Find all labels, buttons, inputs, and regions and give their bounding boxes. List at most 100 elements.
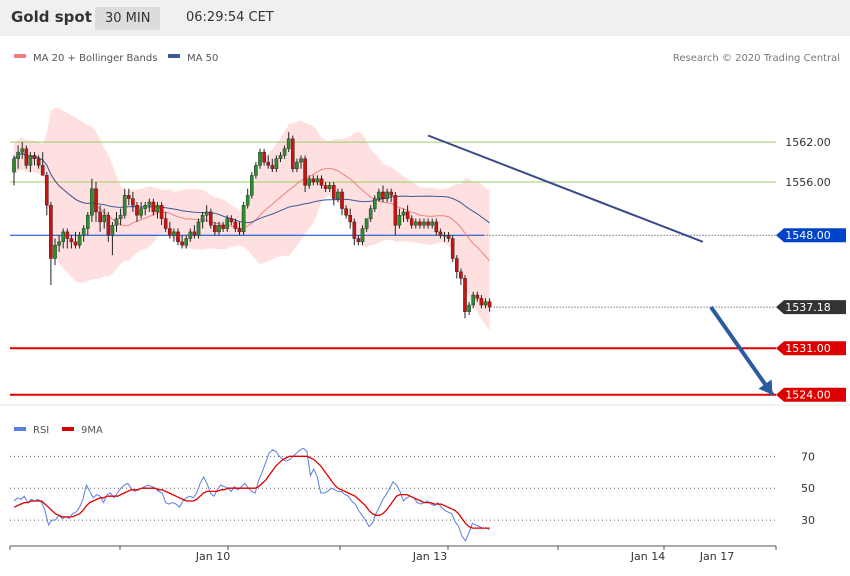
clock: 06:29:54 CET bbox=[186, 10, 274, 25]
rsi-legend: RSI 9MA bbox=[14, 425, 103, 436]
candle-body bbox=[471, 294, 476, 306]
annotation-layer bbox=[427, 134, 775, 396]
candle-body bbox=[225, 218, 230, 229]
candle bbox=[323, 182, 328, 192]
candle-body bbox=[401, 211, 406, 216]
price-tag-box bbox=[776, 341, 846, 356]
rsi-legend-swatch bbox=[14, 427, 26, 431]
candle-body bbox=[467, 304, 471, 312]
candle-body bbox=[442, 235, 447, 237]
candle-body bbox=[483, 301, 488, 306]
candle bbox=[147, 198, 152, 212]
candle-body bbox=[65, 231, 70, 239]
candle bbox=[65, 228, 70, 249]
candle bbox=[53, 238, 57, 266]
candle-body bbox=[163, 218, 168, 229]
candle-body bbox=[299, 158, 303, 163]
candle bbox=[180, 235, 184, 249]
candle bbox=[254, 162, 258, 179]
price-tag-label: 1562.00 bbox=[785, 136, 831, 149]
candle bbox=[291, 135, 295, 173]
candle bbox=[422, 218, 426, 229]
rsi-tick-label: 30 bbox=[801, 514, 815, 527]
candle-body bbox=[40, 165, 45, 176]
candle-body bbox=[98, 211, 102, 223]
candle bbox=[192, 225, 197, 239]
candle-body bbox=[422, 221, 426, 226]
header-bar: Gold spot 30 MIN 06:29:54 CET bbox=[0, 0, 850, 36]
candle bbox=[217, 221, 221, 236]
candle bbox=[381, 185, 385, 202]
candle bbox=[368, 205, 373, 222]
ma9-line bbox=[13, 455, 490, 529]
rsi-panel: 30 50 70 bbox=[10, 447, 815, 542]
price-legend: MA 20 + Bollinger Bands MA 50 Research ©… bbox=[14, 53, 840, 64]
candle bbox=[28, 152, 33, 173]
candle-body bbox=[381, 191, 385, 199]
candle-body bbox=[200, 215, 205, 223]
candle-body bbox=[360, 228, 365, 243]
candle-body bbox=[131, 198, 135, 206]
candle-body bbox=[172, 231, 176, 236]
candle-body bbox=[192, 231, 197, 236]
candle bbox=[69, 235, 74, 249]
candle-body bbox=[94, 188, 98, 213]
candle-body bbox=[208, 211, 213, 226]
candle bbox=[40, 152, 45, 176]
bearish-trendline bbox=[427, 134, 704, 243]
candle bbox=[196, 218, 201, 239]
candle-body bbox=[348, 215, 353, 223]
candle-body bbox=[188, 231, 193, 239]
time-axis: Jan 10 Jan 13 Jan 14 Jan 17 bbox=[9, 545, 777, 563]
candle bbox=[188, 228, 193, 242]
price-tag-box bbox=[776, 228, 846, 243]
candle-body bbox=[28, 155, 33, 166]
candle bbox=[266, 155, 271, 169]
candle bbox=[389, 188, 394, 202]
candle bbox=[94, 182, 98, 222]
price-tag-label: 1548.00 bbox=[785, 229, 831, 242]
candle-body bbox=[53, 244, 57, 259]
credit-text: Research © 2020 Trading Central bbox=[673, 53, 840, 64]
candle bbox=[143, 201, 148, 216]
candle bbox=[106, 211, 111, 242]
price-tag: 1556.00 bbox=[785, 176, 831, 189]
candle bbox=[49, 201, 53, 286]
price-tag-box bbox=[776, 300, 846, 315]
price-tag: 1562.00 bbox=[785, 136, 831, 149]
candle-body bbox=[426, 221, 430, 226]
candle bbox=[270, 158, 275, 173]
candle-body bbox=[57, 241, 61, 246]
price-tag-layer: 1562.00 1556.00 1548.00 1537.18 1531.00 1524.… bbox=[776, 136, 846, 402]
candle bbox=[131, 192, 135, 212]
chart-background bbox=[0, 36, 850, 576]
candle-body bbox=[221, 225, 225, 229]
candle bbox=[450, 235, 455, 262]
candle-body bbox=[446, 235, 451, 239]
candle-body bbox=[352, 221, 357, 239]
candle-body bbox=[49, 205, 53, 259]
price-tag-label: 1531.00 bbox=[785, 342, 831, 355]
candle-body bbox=[455, 258, 459, 272]
candle bbox=[159, 201, 164, 226]
candle bbox=[258, 148, 262, 169]
candle-body bbox=[77, 235, 82, 246]
candle bbox=[467, 301, 471, 315]
time-axis-label: Jan 14 bbox=[630, 550, 665, 563]
candle-body bbox=[315, 178, 320, 183]
candle-layer bbox=[12, 132, 492, 319]
candle-body bbox=[167, 228, 172, 236]
candle-body bbox=[311, 178, 316, 183]
candle bbox=[336, 188, 340, 202]
candle bbox=[360, 225, 365, 246]
timeframe-selector[interactable]: 30 MIN bbox=[95, 7, 161, 30]
candle bbox=[414, 218, 418, 229]
candle bbox=[45, 172, 49, 216]
candle-body bbox=[414, 221, 418, 226]
candle-body bbox=[12, 158, 16, 173]
candle bbox=[299, 155, 303, 169]
candle-body bbox=[487, 301, 492, 308]
time-axis-label: Jan 17 bbox=[699, 550, 734, 563]
candle bbox=[459, 268, 463, 286]
candle bbox=[110, 221, 115, 256]
